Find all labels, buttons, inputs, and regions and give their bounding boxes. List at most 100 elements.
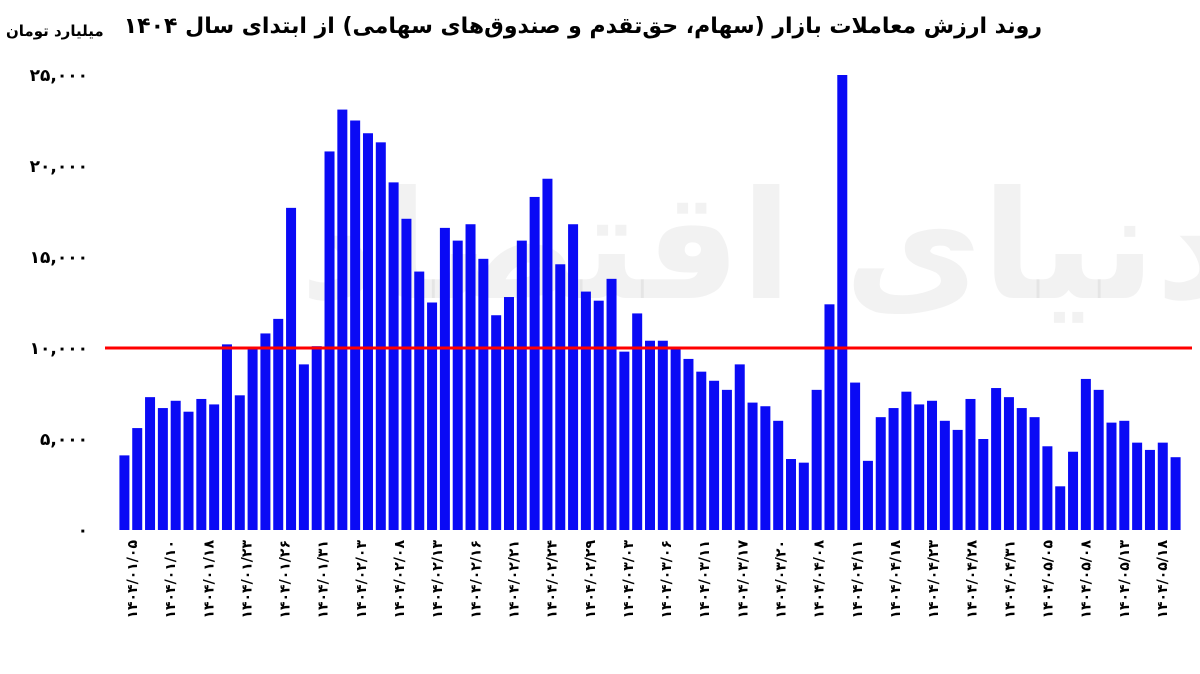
bar: [978, 439, 989, 530]
y-tick-label: ۲۵,۰۰۰: [30, 66, 88, 86]
bar: [1106, 422, 1117, 530]
bar: [747, 402, 758, 530]
y-tick-label: ۵,۰۰۰: [40, 430, 88, 450]
x-tick-label: ۱۴۰۴/۰۴/۰۸: [812, 540, 828, 619]
bar: [1093, 389, 1104, 530]
bar: [157, 408, 168, 530]
bar: [991, 388, 1002, 530]
x-tick-label: ۱۴۰۴/۰۲/۱۶: [468, 540, 484, 619]
bar-series: [119, 75, 1181, 531]
bar: [606, 278, 617, 530]
bar: [1055, 486, 1066, 530]
x-tick-label: ۱۴۰۴/۰۳/۰۳: [621, 540, 637, 619]
x-tick-label: ۱۴۰۴/۰۲/۲۹: [583, 540, 599, 619]
y-axis-ticks: ۰ ۵,۰۰۰ ۱۰,۰۰۰ ۱۵,۰۰۰ ۲۰,۰۰۰ ۲۵,۰۰۰: [30, 66, 88, 541]
bar: [798, 462, 809, 530]
bar: [196, 398, 207, 530]
x-tick-label: ۱۴۰۴/۰۵/۰۵: [1041, 540, 1057, 619]
bar: [837, 75, 848, 530]
bar: [580, 291, 591, 530]
x-tick-label: ۱۴۰۴/۰۱/۳۱: [316, 540, 332, 619]
y-tick-label: ۰: [78, 521, 88, 541]
bar: [1068, 451, 1079, 530]
bar: [593, 300, 604, 530]
bar: [1016, 408, 1027, 530]
y-axis-unit-label: میلیارد تومان: [6, 22, 104, 40]
y-tick-label: ۱۵,۰۰۰: [30, 248, 88, 268]
bar: [709, 380, 720, 530]
bar: [850, 382, 861, 530]
bar: [952, 429, 963, 530]
bar: [862, 460, 873, 530]
bar: [1029, 417, 1040, 530]
bar: [209, 404, 220, 530]
x-tick-label: ۱۴۰۴/۰۴/۳۱: [1002, 540, 1018, 619]
bar: [145, 397, 156, 530]
bar: [1170, 457, 1181, 530]
x-tick-label: ۱۴۰۴/۰۲/۰۸: [392, 540, 408, 619]
x-tick-label: ۱۴۰۴/۰۲/۲۱: [507, 540, 523, 619]
bar: [901, 391, 912, 530]
x-tick-label: ۱۴۰۴/۰۳/۲۰: [774, 540, 790, 619]
y-tick-label: ۱۰,۰۰۰: [30, 339, 88, 359]
bar: [632, 313, 643, 530]
bar: [1119, 420, 1130, 530]
bar: [555, 264, 566, 530]
bar: [388, 182, 399, 530]
bar: [170, 400, 181, 530]
x-axis-ticks: ۱۴۰۴/۰۱/۰۵ ۱۴۰۴/۰۱/۱۰ ۱۴۰۴/۰۱/۱۸ ۱۴۰۴/۰۱/۲۳…: [125, 540, 1171, 619]
bar: [119, 455, 130, 530]
bar: [286, 207, 297, 531]
x-tick-label: ۱۴۰۴/۰۱/۰۵: [125, 540, 141, 619]
bar: [696, 371, 707, 530]
bar: [234, 395, 245, 530]
bar: [721, 389, 732, 530]
x-tick-label: ۱۴۰۴/۰۱/۱۰: [163, 540, 179, 619]
x-tick-label: ۱۴۰۴/۰۴/۱۱: [850, 540, 866, 619]
bar: [939, 420, 950, 530]
bar: [439, 227, 450, 530]
x-tick-label: ۱۴۰۴/۰۲/۰۳: [354, 540, 370, 619]
x-tick-label: ۱۴۰۴/۰۱/۲۳: [239, 540, 255, 619]
x-tick-label: ۱۴۰۴/۰۴/۲۳: [926, 540, 942, 619]
chart-title: روند ارزش معاملات بازار (سهام، حق‌تقدم و…: [123, 14, 1042, 39]
x-tick-label: ۱۴۰۴/۰۳/۱۱: [697, 540, 713, 619]
bar: [183, 411, 194, 530]
bar: [773, 420, 784, 530]
bar: [1157, 442, 1168, 530]
bar: [542, 178, 553, 531]
bar: [414, 271, 425, 530]
bar: [350, 120, 361, 530]
x-tick-label: ۱۴۰۴/۰۲/۱۳: [430, 540, 446, 619]
bar: [273, 318, 284, 530]
bar: [786, 459, 797, 530]
bar: [927, 400, 938, 530]
bar: [683, 358, 694, 530]
bar: [516, 240, 527, 530]
bar: [452, 240, 463, 530]
bar: [1080, 378, 1091, 530]
x-tick-label: ۱۴۰۴/۰۱/۲۶: [278, 540, 294, 619]
bar: [645, 340, 655, 530]
x-tick-label: ۱۴۰۴/۰۵/۱۳: [1117, 540, 1133, 619]
bar: [824, 304, 835, 530]
bar: [401, 218, 412, 530]
x-tick-label: ۱۴۰۴/۰۵/۰۸: [1079, 540, 1095, 619]
bar: [888, 408, 899, 530]
bar: [375, 142, 386, 530]
bar: [298, 364, 309, 530]
bar: [657, 340, 668, 530]
bar: [1042, 446, 1053, 530]
bar: [324, 151, 335, 530]
y-tick-label: ۲۰,۰۰۰: [30, 157, 88, 177]
x-tick-label: ۱۴۰۴/۰۴/۱۸: [888, 540, 904, 619]
bar: [465, 224, 476, 531]
bar: [1144, 449, 1155, 530]
bar: [734, 364, 745, 530]
bar: [311, 346, 322, 530]
x-tick-label: ۱۴۰۴/۰۲/۲۴: [545, 540, 561, 619]
bar: [619, 351, 630, 530]
x-tick-label: ۱۴۰۴/۰۳/۰۶: [659, 540, 675, 619]
bar: [132, 428, 143, 530]
